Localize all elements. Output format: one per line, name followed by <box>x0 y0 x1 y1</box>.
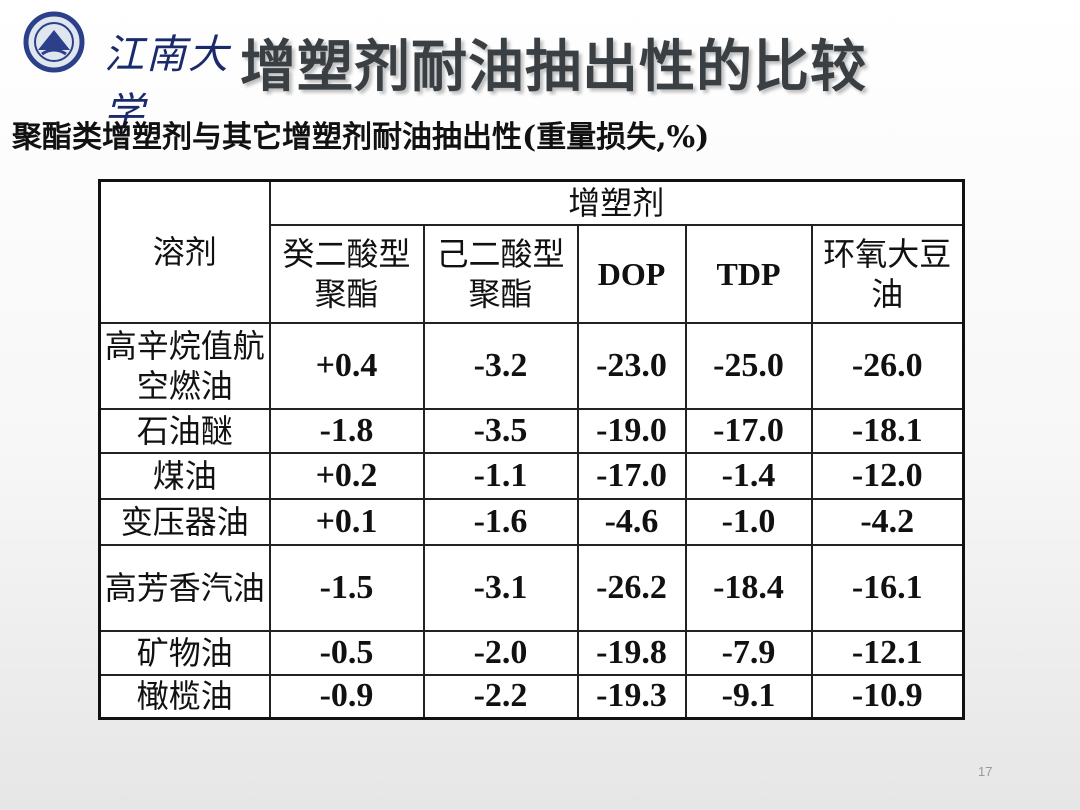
table-row: 矿物油 -0.5 -2.0 -19.8 -7.9 -12.1 <box>98 629 965 676</box>
table-cell: -17.0 <box>576 451 687 500</box>
column-header: 环氧大豆油 <box>810 223 965 324</box>
page-title: 增塑剂耐油抽出性的比较 <box>240 35 867 100</box>
table-cell: -4.6 <box>576 497 687 546</box>
table-cell: -3.2 <box>422 321 579 410</box>
table-cell: -2.0 <box>422 629 579 676</box>
table-row: 煤油 +0.2 -1.1 -17.0 -1.4 -12.0 <box>98 451 965 500</box>
table-cell: -18.1 <box>810 407 965 454</box>
table-row: 橄榄油 -0.9 -2.2 -19.3 -9.1 -10.9 <box>98 673 965 720</box>
solvent-header: 溶剂 <box>98 179 271 324</box>
comparison-table: 溶剂 增塑剂 癸二酸型聚酯 己二酸型聚酯 DOP TDP 环氧大豆油 高辛烷值航… <box>98 179 965 720</box>
column-header: 癸二酸型聚酯 <box>268 223 425 324</box>
table-cell: -9.1 <box>684 673 813 720</box>
row-header: 橄榄油 <box>98 673 271 720</box>
table-cell: -1.1 <box>422 451 579 500</box>
table-cell: -1.4 <box>684 451 813 500</box>
table-cell: -10.9 <box>810 673 965 720</box>
table-row: 变压器油 +0.1 -1.6 -4.6 -1.0 -4.2 <box>98 497 965 546</box>
plasticizer-group-header: 增塑剂 <box>268 179 965 226</box>
table-cell: -1.0 <box>684 497 813 546</box>
row-header: 高辛烷值航空燃油 <box>98 321 271 410</box>
table-row: 高辛烷值航空燃油 +0.4 -3.2 -23.0 -25.0 -26.0 <box>98 321 965 410</box>
table-cell: -19.8 <box>576 629 687 676</box>
table-cell: +0.4 <box>268 321 425 410</box>
row-header: 煤油 <box>98 451 271 500</box>
table-cell: -19.0 <box>576 407 687 454</box>
page-number: 17 <box>978 764 993 779</box>
table-cell: -26.0 <box>810 321 965 410</box>
table-cell: -25.0 <box>684 321 813 410</box>
table-cell: -19.3 <box>576 673 687 720</box>
table-cell: -0.9 <box>268 673 425 720</box>
table-cell: -0.5 <box>268 629 425 676</box>
table-cell: -7.9 <box>684 629 813 676</box>
emblem-icon <box>23 11 85 73</box>
table-cell: +0.2 <box>268 451 425 500</box>
table-cell: -1.6 <box>422 497 579 546</box>
column-header: 己二酸型聚酯 <box>422 223 579 324</box>
table-cell: -17.0 <box>684 407 813 454</box>
table-cell: -23.0 <box>576 321 687 410</box>
table-cell: -26.2 <box>576 543 687 632</box>
table-cell: -1.5 <box>268 543 425 632</box>
table-cell: -18.4 <box>684 543 813 632</box>
column-header: DOP <box>576 223 687 324</box>
row-header: 矿物油 <box>98 629 271 676</box>
university-logo: 江南大学 <box>22 10 262 136</box>
table-caption: 聚酯类增塑剂与其它增塑剂耐油抽出性(重量损失,%) <box>12 120 710 155</box>
table-cell: -2.2 <box>422 673 579 720</box>
table-cell: -12.1 <box>810 629 965 676</box>
row-header: 变压器油 <box>98 497 271 546</box>
table-cell: -16.1 <box>810 543 965 632</box>
table-cell: -4.2 <box>810 497 965 546</box>
row-header: 高芳香汽油 <box>98 543 271 632</box>
table-cell: +0.1 <box>268 497 425 546</box>
table-cell: -12.0 <box>810 451 965 500</box>
column-header: TDP <box>684 223 813 324</box>
table-row: 高芳香汽油 -1.5 -3.1 -26.2 -18.4 -16.1 <box>98 543 965 632</box>
table-cell: -1.8 <box>268 407 425 454</box>
row-header: 石油醚 <box>98 407 271 454</box>
table-cell: -3.5 <box>422 407 579 454</box>
table-cell: -3.1 <box>422 543 579 632</box>
table-row: 石油醚 -1.8 -3.5 -19.0 -17.0 -18.1 <box>98 407 965 454</box>
logo-text: 江南大学 <box>104 32 230 136</box>
